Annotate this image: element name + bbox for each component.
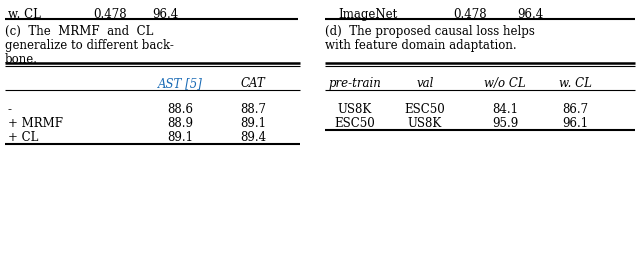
Text: 95.9: 95.9 [492, 117, 518, 130]
Text: 88.9: 88.9 [167, 117, 193, 130]
Text: ImageNet: ImageNet [338, 8, 397, 21]
Text: US8K: US8K [338, 103, 372, 116]
Text: w/o CL: w/o CL [484, 77, 526, 90]
Text: pre-train: pre-train [328, 77, 381, 90]
Text: ESC50: ESC50 [335, 117, 376, 130]
Text: 96.1: 96.1 [562, 117, 588, 130]
Text: with feature domain adaptation.: with feature domain adaptation. [325, 39, 516, 52]
Text: 96.4: 96.4 [517, 8, 543, 21]
Text: 88.6: 88.6 [167, 103, 193, 116]
Text: w. CL: w. CL [559, 77, 591, 90]
Text: 89.4: 89.4 [240, 131, 266, 144]
Text: 89.1: 89.1 [167, 131, 193, 144]
Text: generalize to different back-: generalize to different back- [5, 39, 174, 52]
Text: + MRMF: + MRMF [8, 117, 63, 130]
Text: 86.7: 86.7 [562, 103, 588, 116]
Text: ESC50: ESC50 [404, 103, 445, 116]
Text: 0.478: 0.478 [93, 8, 127, 21]
Text: 88.7: 88.7 [240, 103, 266, 116]
Text: AST [5]: AST [5] [157, 77, 202, 90]
Text: + CL: + CL [8, 131, 38, 144]
Text: 96.4: 96.4 [152, 8, 178, 21]
Text: US8K: US8K [408, 117, 442, 130]
Text: (d)  The proposed causal loss helps: (d) The proposed causal loss helps [325, 25, 535, 38]
Text: val: val [416, 77, 434, 90]
Text: 0.478: 0.478 [453, 8, 487, 21]
Text: -: - [8, 103, 12, 116]
Text: w. CL: w. CL [8, 8, 41, 21]
Text: 84.1: 84.1 [492, 103, 518, 116]
Text: (c)  The  MRMF  and  CL: (c) The MRMF and CL [5, 25, 154, 38]
Text: 89.1: 89.1 [240, 117, 266, 130]
Text: bone.: bone. [5, 53, 38, 66]
Text: CAT: CAT [241, 77, 266, 90]
